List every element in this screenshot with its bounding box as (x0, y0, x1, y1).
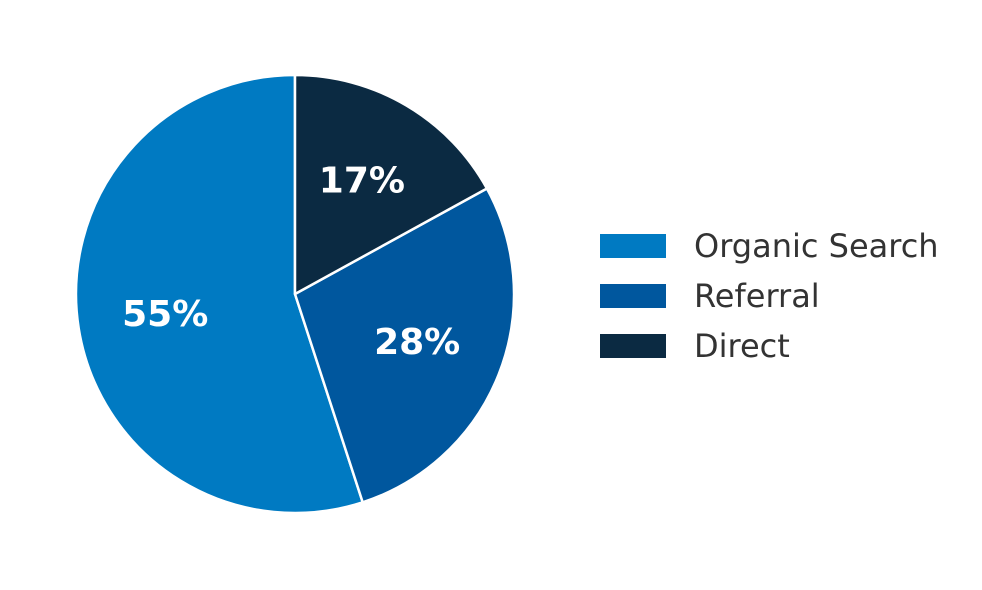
legend: Organic Search Referral Direct (600, 221, 939, 371)
legend-label-organic-search: Organic Search (694, 227, 939, 265)
legend-item-organic-search: Organic Search (600, 221, 939, 271)
pie-slice-referral (293, 187, 516, 504)
legend-item-referral: Referral (600, 271, 939, 321)
pie-slices (74, 73, 516, 515)
pie-labels: 55% 28% 17% (122, 160, 460, 362)
pie-label-organic-search: 55% (122, 294, 208, 335)
pie-label-direct: 17% (319, 160, 405, 201)
pie-label-referral: 28% (374, 322, 460, 363)
pie-slice-organic-search (74, 73, 364, 515)
legend-label-referral: Referral (694, 277, 820, 315)
legend-swatch-referral (600, 284, 666, 308)
legend-item-direct: Direct (600, 321, 939, 371)
legend-label-direct: Direct (694, 327, 790, 365)
pie-slice-direct (293, 73, 489, 296)
legend-swatch-direct (600, 334, 666, 358)
legend-swatch-organic-search (600, 234, 666, 258)
